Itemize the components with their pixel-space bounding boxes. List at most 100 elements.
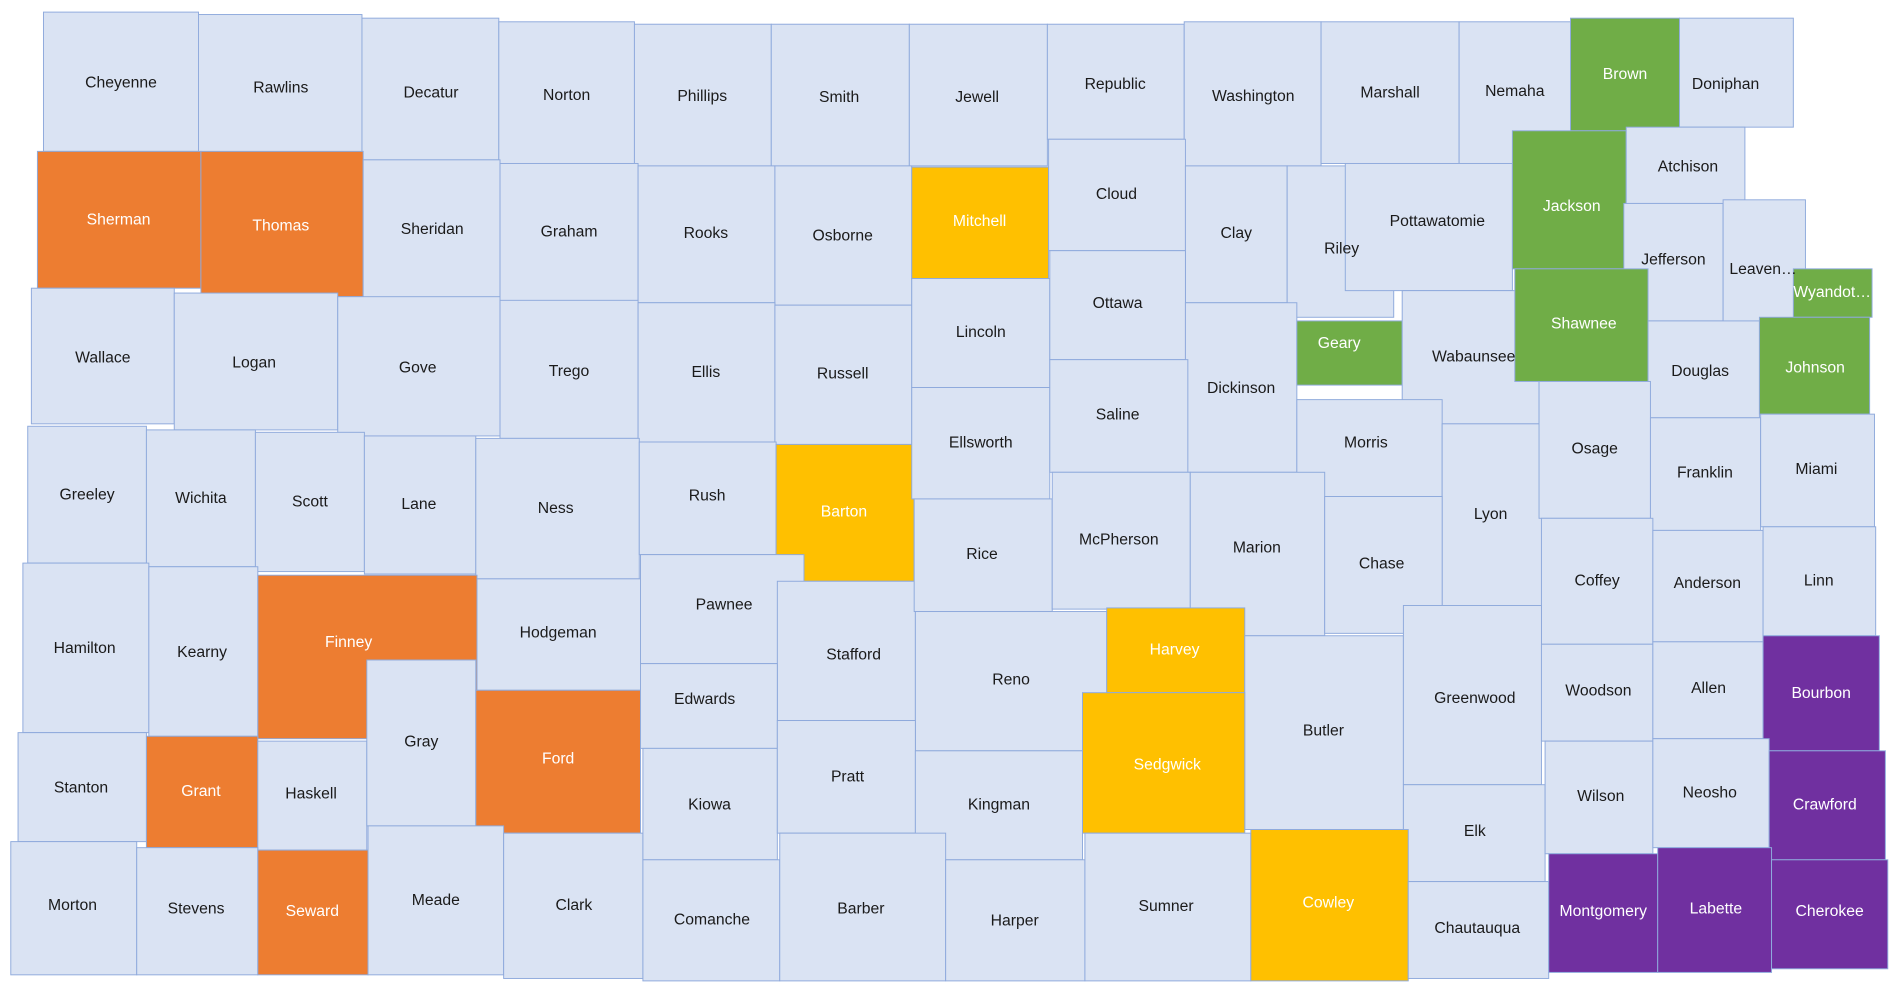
county-label: Graham [541, 224, 598, 241]
county-label: Harper [991, 913, 1039, 930]
county-label: Allen [1691, 680, 1726, 697]
county-label: Phillips [677, 88, 727, 105]
county-label: Pawnee [696, 597, 753, 614]
county [1760, 413, 1875, 528]
county [1679, 17, 1794, 128]
county-label: Gove [399, 359, 437, 376]
county [1296, 320, 1403, 386]
county-label: Hamilton [54, 640, 116, 657]
county-label: Leaven… [1729, 261, 1796, 278]
county [145, 429, 256, 568]
county-label: Rush [689, 488, 726, 505]
county [366, 659, 477, 827]
county-label: Republic [1085, 76, 1146, 93]
county [1652, 529, 1764, 643]
county-label: Doniphan [1692, 76, 1759, 93]
county-label: Sedgwick [1134, 756, 1201, 773]
county-label: Dickinson [1207, 380, 1275, 397]
county [10, 841, 138, 976]
county-label: Jackson [1543, 198, 1601, 215]
county [1084, 832, 1252, 982]
county [908, 23, 1048, 167]
county-label: Geary [1318, 335, 1361, 352]
county-label: Cherokee [1796, 903, 1864, 920]
county-label: Jefferson [1641, 252, 1705, 269]
county [1244, 635, 1404, 831]
county [911, 166, 1050, 280]
county-label: Stanton [54, 780, 108, 797]
county [1184, 165, 1288, 304]
county-label: Jewell [955, 89, 999, 106]
county-label: Thomas [252, 218, 309, 235]
county [1792, 268, 1873, 318]
county-label: Ellis [691, 364, 720, 381]
county [911, 278, 1051, 388]
county [1049, 250, 1186, 361]
county-label: Nemaha [1485, 83, 1545, 100]
county-label: Sumner [1139, 898, 1194, 915]
county [257, 849, 369, 976]
county-label: Osborne [813, 227, 874, 244]
county [1407, 881, 1550, 979]
county [779, 832, 947, 982]
county [1048, 138, 1186, 252]
county [1082, 692, 1246, 834]
county [1649, 417, 1762, 531]
county-label: Neosho [1683, 784, 1737, 801]
county [1762, 526, 1877, 637]
county [337, 296, 501, 437]
county [361, 17, 500, 161]
county-label: Lincoln [956, 324, 1006, 341]
county [503, 832, 644, 979]
county [1625, 126, 1746, 204]
county-label: Marshall [1360, 84, 1419, 101]
county-label: Kingman [968, 796, 1030, 813]
county [642, 747, 778, 861]
county [145, 735, 259, 849]
county [362, 159, 501, 301]
county [367, 825, 505, 976]
county [1544, 740, 1654, 855]
county [774, 165, 913, 306]
county [1184, 302, 1298, 473]
county-label: Meade [412, 892, 460, 909]
county [475, 689, 641, 834]
county-label: Shawnee [1551, 316, 1617, 333]
county-label: Douglas [1671, 363, 1729, 380]
county-label: Wyandot… [1793, 284, 1871, 301]
county-label: Wabaunsee [1432, 348, 1516, 365]
county [499, 162, 639, 304]
county [945, 859, 1086, 982]
county-label: Reno [992, 672, 1030, 689]
county [22, 562, 150, 734]
county [1762, 635, 1880, 752]
county-label: Chase [1359, 555, 1405, 572]
county [363, 435, 477, 575]
county-label: Sherman [87, 212, 151, 229]
county-label: Montgomery [1559, 903, 1647, 920]
county-label: Edwards [674, 691, 735, 708]
county-label: Mitchell [953, 213, 1006, 230]
county [1514, 268, 1649, 382]
county [36, 150, 202, 289]
county [1250, 829, 1409, 982]
county [640, 663, 778, 749]
county-label: Wallace [75, 350, 131, 367]
county-label: Decatur [403, 84, 458, 101]
county [1540, 517, 1654, 645]
county [1540, 643, 1654, 742]
county-label: Stafford [826, 646, 881, 663]
county-label: Labette [1690, 901, 1743, 918]
county-label: Finney [325, 634, 372, 651]
county-label: Pratt [831, 769, 865, 786]
county [1538, 380, 1651, 519]
county-label: Norton [543, 87, 590, 104]
county-label: Ellsworth [949, 434, 1013, 451]
county [42, 11, 199, 152]
county [770, 23, 910, 167]
county-label: McPherson [1079, 531, 1159, 548]
county-label: Chautauqua [1434, 920, 1520, 937]
county-label: Wichita [175, 490, 227, 507]
county-label: Hodgeman [520, 624, 597, 641]
